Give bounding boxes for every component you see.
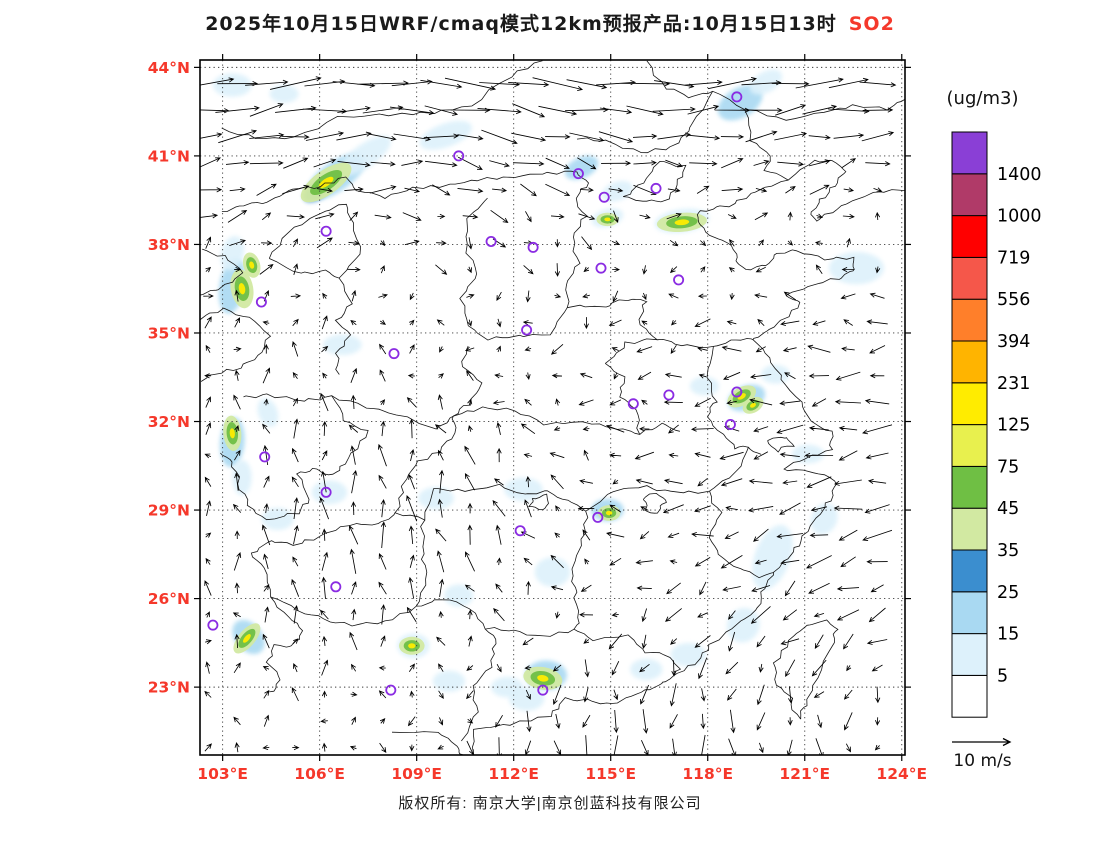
station-marker bbox=[388, 348, 400, 360]
station-marker bbox=[485, 235, 497, 247]
colorbar-cell bbox=[951, 674, 988, 718]
copyright-text: 版权所有: 南京大学|南京创蓝科技有限公司 bbox=[398, 795, 702, 812]
colorbar-tick-label: 719 bbox=[997, 248, 1030, 268]
map-frame bbox=[199, 59, 906, 756]
lat-axis-label: 38°N bbox=[148, 236, 190, 254]
colorbar: 5 15 25 35 45 75 125 231 394 556 719 1000 1400 bbox=[951, 131, 1042, 718]
lat-axis-label: 26°N bbox=[148, 590, 190, 608]
wind-reference-arrow bbox=[952, 737, 1012, 747]
colorbar-tick-label: 1400 bbox=[997, 165, 1042, 185]
station-markers bbox=[207, 91, 743, 696]
page-title: 2025年10月15日WRF/cmaq模式12km预报产品:10月15日13时 S… bbox=[0, 9, 1100, 36]
lon-axis-label: 106°E bbox=[294, 765, 345, 783]
title-main: 2025年10月15日WRF/cmaq模式12km预报产品:10月15日13时 bbox=[205, 13, 837, 35]
station-marker bbox=[731, 91, 743, 103]
colorbar-tick-label: 231 bbox=[997, 374, 1030, 394]
grid-lines bbox=[200, 60, 905, 755]
station-marker bbox=[255, 296, 267, 308]
station-marker bbox=[259, 451, 271, 463]
colorbar-tick-label: 556 bbox=[997, 290, 1030, 310]
colorbar-cell bbox=[951, 298, 988, 342]
colorbar-cell bbox=[951, 131, 988, 175]
colorbar-tick-label: 1000 bbox=[997, 207, 1042, 227]
lon-axis-label: 124°E bbox=[876, 765, 927, 783]
lon-axis-label: 103°E bbox=[197, 765, 248, 783]
colorbar-cell bbox=[951, 591, 988, 635]
station-marker bbox=[385, 684, 397, 696]
colorbar-tick-label: 394 bbox=[997, 332, 1030, 352]
title-species: SO2 bbox=[848, 13, 895, 35]
wind-reference-label: 10 m/s bbox=[953, 751, 1012, 771]
colorbar-cell bbox=[951, 256, 988, 300]
lat-axis-label: 44°N bbox=[148, 59, 190, 77]
lat-axis-label: 35°N bbox=[148, 324, 190, 342]
station-marker bbox=[673, 274, 685, 286]
wind-vectors bbox=[200, 76, 897, 755]
station-marker bbox=[572, 168, 584, 180]
station-marker bbox=[514, 525, 526, 537]
colorbar-cell bbox=[951, 424, 988, 467]
colorbar-tick-label: 25 bbox=[997, 583, 1019, 603]
station-marker bbox=[320, 225, 332, 237]
lon-axis-label: 115°E bbox=[585, 765, 636, 783]
station-marker bbox=[598, 191, 610, 203]
station-marker bbox=[521, 324, 533, 336]
colorbar-cell bbox=[951, 382, 988, 426]
colorbar-tick-label: 5 bbox=[997, 666, 1008, 686]
colorbar-cell bbox=[951, 507, 988, 551]
colorbar-tick-label: 35 bbox=[997, 541, 1019, 561]
lat-axis-label: 23°N bbox=[148, 679, 190, 697]
colorbar-cell bbox=[951, 633, 988, 676]
colorbar-cell bbox=[951, 549, 988, 593]
station-marker bbox=[320, 486, 332, 498]
station-marker bbox=[650, 182, 662, 194]
colorbar-tick-label: 125 bbox=[997, 416, 1030, 436]
station-marker bbox=[724, 418, 736, 430]
station-marker bbox=[627, 398, 639, 410]
axis-ticks bbox=[194, 54, 911, 761]
colorbar-unit-label: (ug/m3) bbox=[946, 88, 1019, 109]
station-marker bbox=[330, 581, 342, 593]
station-marker bbox=[731, 386, 743, 398]
province-boundaries bbox=[200, 60, 905, 755]
lon-axis-label: 109°E bbox=[391, 765, 442, 783]
lat-axis-label: 32°N bbox=[148, 413, 190, 431]
station-marker bbox=[595, 262, 607, 274]
lat-axis-label: 41°N bbox=[148, 147, 190, 165]
lon-axis-label: 121°E bbox=[779, 765, 830, 783]
station-marker bbox=[527, 241, 539, 253]
lon-axis-label: 112°E bbox=[488, 765, 539, 783]
colorbar-cell bbox=[951, 173, 988, 217]
colorbar-cell bbox=[951, 215, 988, 258]
lat-axis-label: 29°N bbox=[148, 502, 190, 520]
colorbar-tick-label: 15 bbox=[997, 625, 1019, 645]
lon-axis-label: 118°E bbox=[682, 765, 733, 783]
colorbar-tick-label: 45 bbox=[997, 499, 1019, 519]
station-marker bbox=[207, 619, 219, 631]
so2-concentration-shading bbox=[212, 69, 884, 711]
axis-labels: 23°N 26°N 29°N 32°N 35°N 38°N 41°N 44°N 103°E 106… bbox=[148, 59, 927, 783]
station-marker bbox=[663, 389, 675, 401]
station-marker bbox=[592, 511, 604, 523]
station-marker bbox=[453, 150, 465, 162]
station-marker bbox=[537, 684, 549, 696]
colorbar-tick-label: 75 bbox=[997, 457, 1019, 477]
colorbar-cell bbox=[951, 465, 988, 509]
colorbar-cell bbox=[951, 340, 988, 384]
